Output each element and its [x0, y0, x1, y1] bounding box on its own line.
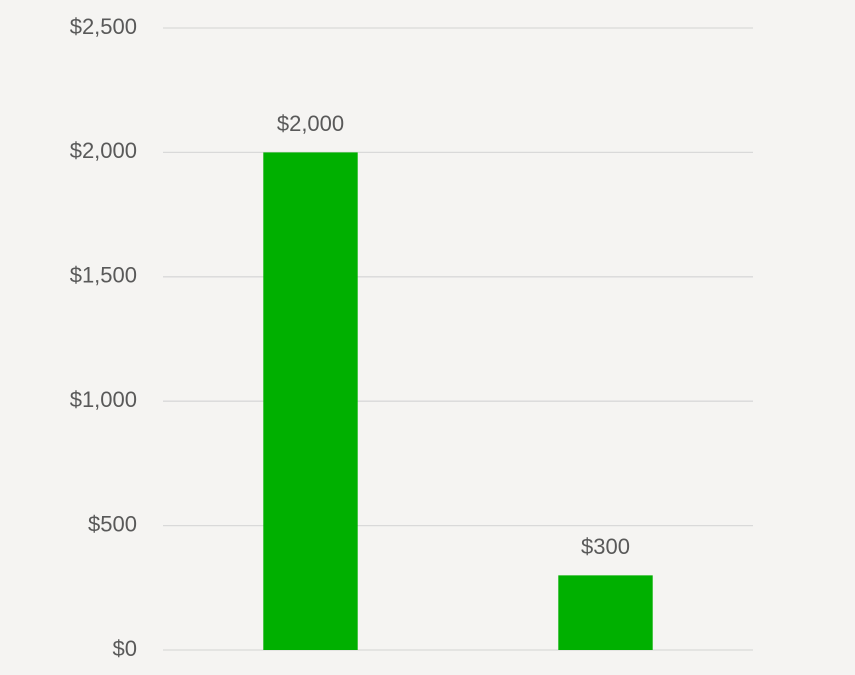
y-tick-label: $0: [113, 636, 137, 661]
y-tick-label: $500: [88, 511, 137, 536]
bar: [263, 152, 358, 650]
y-tick-label: $1,000: [70, 387, 137, 412]
data-label: $300: [581, 534, 630, 559]
y-tick-label: $2,000: [70, 138, 137, 163]
data-label: $2,000: [277, 111, 344, 136]
bar: [558, 575, 653, 650]
y-tick-label: $1,500: [70, 263, 137, 288]
y-tick-label: $2,500: [70, 14, 137, 39]
